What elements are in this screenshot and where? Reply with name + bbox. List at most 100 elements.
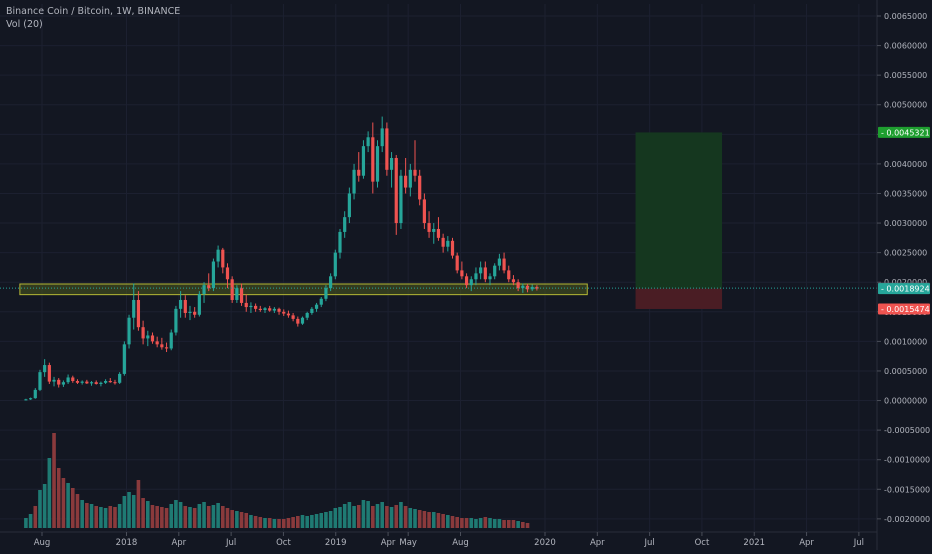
volume-bar [497, 519, 502, 528]
price-label-text: - 0.0018924 [881, 285, 930, 294]
candle [33, 388, 37, 399]
volume-bar [483, 517, 488, 528]
candle [450, 237, 455, 259]
candle [300, 316, 305, 325]
candle-body [296, 318, 300, 324]
x-tick-label: Oct [276, 538, 291, 548]
candle [422, 193, 426, 229]
candle-body [28, 398, 33, 400]
x-tick-label: 2018 [116, 538, 138, 548]
time-axis[interactable]: Aug 2018 Apr Jul Oct 2019 Apr May Aug 2020 Apr Jul O… [0, 531, 877, 548]
candle-body [113, 382, 117, 384]
candle [28, 397, 33, 400]
volume-bar [263, 518, 267, 528]
volume-bar [417, 510, 422, 528]
candle-body [357, 169, 361, 176]
candle [427, 211, 431, 238]
support-zone [19, 283, 588, 296]
volume-bar [361, 500, 366, 528]
candle-body [118, 373, 122, 383]
volume-bar [281, 519, 286, 528]
candle [57, 378, 61, 388]
candle-body [352, 169, 356, 194]
candle-body [310, 308, 314, 313]
candle [380, 116, 384, 153]
candle-body [235, 288, 239, 300]
volume-bar [324, 512, 328, 528]
volume-bar [314, 514, 319, 528]
volume-bar [141, 498, 145, 528]
candle [324, 285, 328, 302]
volume-bar [436, 513, 441, 528]
volume-bar [103, 508, 108, 528]
candle-body [343, 217, 347, 232]
candle [254, 303, 258, 312]
candle [277, 307, 281, 315]
volume-bar [155, 506, 159, 528]
candle [352, 163, 356, 200]
volume-bar [333, 508, 338, 528]
candle-body [413, 169, 417, 176]
candle-body [216, 249, 220, 262]
y-tick-label: -0.0020000 [884, 515, 930, 524]
candle [235, 285, 239, 303]
volume-bar [122, 496, 127, 528]
candle [385, 122, 389, 176]
volume-bar [385, 506, 389, 528]
candle-body [193, 311, 197, 315]
volume-bar [380, 502, 384, 528]
candle [333, 249, 337, 280]
volume-bar [216, 503, 220, 528]
volume-bar [225, 508, 230, 528]
candle [174, 305, 178, 336]
volume-bar [28, 514, 33, 528]
volume-bar [206, 506, 211, 528]
volume-bar [42, 484, 47, 528]
x-tick-label: Oct [695, 538, 710, 548]
y-tick-label: 0.0035000 [884, 189, 927, 198]
price-label-text: - 0.0015474 [881, 305, 930, 314]
candle [141, 320, 145, 345]
candle [99, 381, 103, 387]
candle [286, 310, 291, 318]
candle-body [497, 258, 501, 266]
chart-legend: Binance Coin / Bitcoin, 1W, BINANCE Vol … [6, 5, 180, 31]
y-tick-label: -0.0015000 [884, 485, 930, 494]
candle [38, 369, 42, 392]
candle-body [174, 308, 178, 333]
candle-body [160, 344, 164, 348]
volume-bar [174, 500, 178, 528]
y-tick-label: 0.0025000 [884, 249, 927, 258]
candle [207, 273, 211, 292]
volume-bar [52, 433, 56, 528]
candle-body [516, 282, 520, 289]
candle-body [80, 381, 84, 383]
candle-body [71, 377, 75, 382]
price-label-bg [878, 303, 930, 315]
volume-bar [89, 504, 94, 528]
x-tick-label: Apr [590, 538, 605, 548]
candle [497, 253, 501, 271]
symbol-title[interactable]: Binance Coin / Bitcoin, 1W, BINANCE [6, 6, 181, 17]
candle-body [122, 344, 126, 374]
candle-body [103, 381, 108, 383]
volume-bar [192, 508, 197, 528]
volume-bar [230, 510, 234, 528]
candle-body [258, 308, 262, 311]
candle-body [164, 347, 169, 349]
volume-bar [164, 508, 169, 528]
volume-indicator-title[interactable]: Vol (20) [6, 19, 43, 30]
volume-bar [211, 505, 216, 528]
candle [155, 336, 159, 348]
candle [24, 398, 28, 401]
volume-bar [183, 506, 188, 528]
candle [43, 359, 47, 377]
volume-bar [249, 515, 253, 528]
candle [460, 261, 464, 280]
candle-body [474, 273, 478, 280]
candle-body [254, 305, 258, 309]
candle-body [300, 317, 305, 324]
candle [122, 341, 126, 376]
candle [272, 307, 276, 313]
